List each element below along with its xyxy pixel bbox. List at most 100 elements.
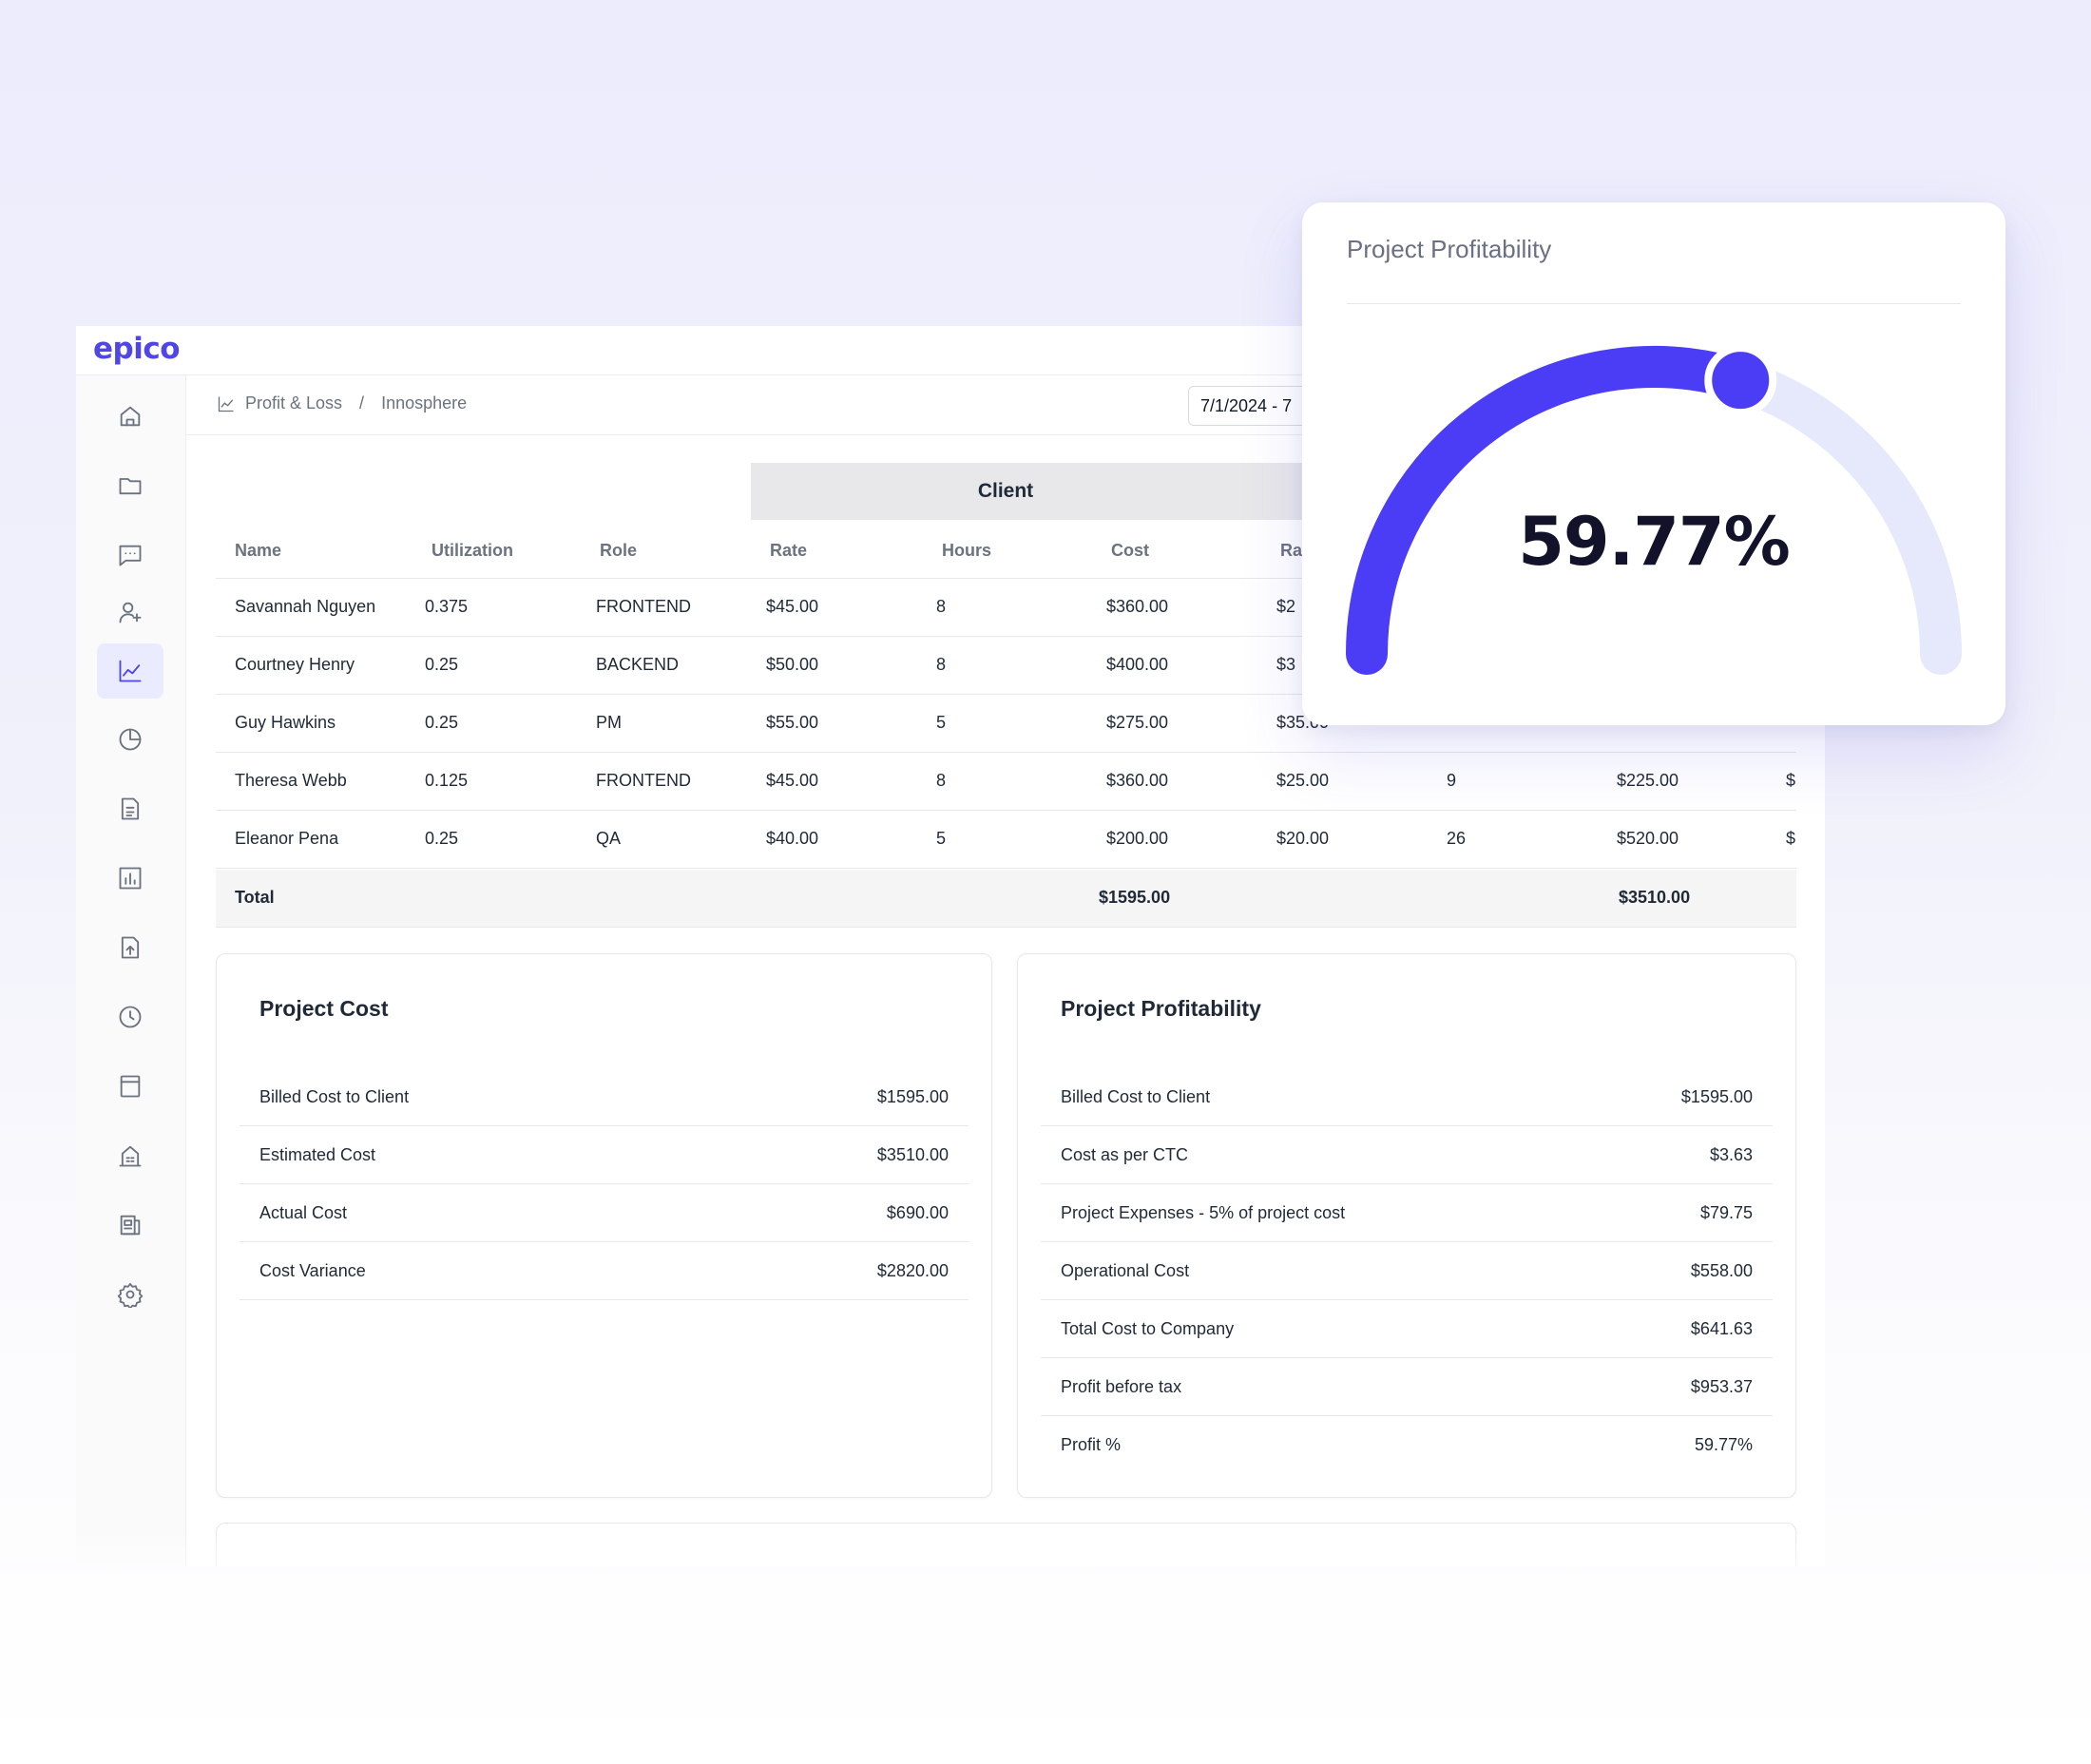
table-row[interactable]: Guy Hawkins 0.25 PM $55.00 5 $275.00 $35… bbox=[216, 695, 1796, 753]
breadcrumb: Profit & Loss / Innosphere bbox=[217, 393, 467, 413]
cell-role: PM bbox=[596, 713, 622, 732]
sidebar-item-profit-loss[interactable] bbox=[97, 643, 163, 699]
cell-extra: $ bbox=[1786, 771, 1796, 790]
list-item: Billed Cost to Client $1595.00 bbox=[240, 1068, 969, 1126]
table-row[interactable]: Courtney Henry 0.25 BACKEND $50.00 8 $40… bbox=[216, 637, 1796, 695]
app-logo[interactable]: epico bbox=[93, 332, 181, 366]
add-user-icon bbox=[119, 602, 142, 623]
cell-utilization: 0.125 bbox=[425, 771, 469, 790]
cell-rate: $50.00 bbox=[766, 655, 819, 674]
cell-hours: 8 bbox=[936, 771, 947, 790]
project-cost-title: Project Cost bbox=[259, 996, 389, 1021]
item-label: Cost as per CTC bbox=[1061, 1145, 1189, 1164]
list-item: Cost as per CTC $3.63 bbox=[1041, 1126, 1773, 1184]
column-header-name[interactable]: Name bbox=[235, 541, 282, 560]
pie-chart-icon bbox=[119, 728, 142, 751]
clock-icon bbox=[119, 1006, 142, 1028]
cell-extra: $ bbox=[1786, 829, 1796, 848]
item-value: $558.00 bbox=[1690, 1261, 1753, 1280]
building-icon bbox=[119, 1145, 142, 1167]
item-label: Profit % bbox=[1061, 1435, 1122, 1454]
breadcrumb-page: Innosphere bbox=[381, 393, 468, 412]
column-header-rate-2[interactable]: Ra bbox=[1280, 541, 1303, 560]
cell-cost-2: $225.00 bbox=[1617, 771, 1679, 790]
sidebar bbox=[76, 375, 186, 1566]
sidebar-item-reports[interactable] bbox=[97, 851, 163, 906]
cell-utilization: 0.25 bbox=[425, 713, 459, 732]
column-header-hours[interactable]: Hours bbox=[942, 541, 992, 560]
item-label: Operational Cost bbox=[1061, 1261, 1190, 1280]
bar-chart-icon bbox=[119, 867, 142, 890]
breadcrumb-section[interactable]: Profit & Loss bbox=[245, 393, 343, 412]
document-icon bbox=[121, 797, 140, 820]
item-value: $1595.00 bbox=[1680, 1087, 1753, 1106]
home-icon bbox=[120, 406, 141, 427]
column-header-rate[interactable]: Rate bbox=[770, 541, 808, 560]
profitability-gauge bbox=[1346, 344, 1962, 675]
column-header-role[interactable]: Role bbox=[600, 541, 638, 560]
item-label: Cost Variance bbox=[259, 1261, 366, 1280]
gauge-value: 59.77% bbox=[1518, 503, 1791, 581]
cell-name: Guy Hawkins bbox=[235, 713, 336, 732]
cell-cost: $275.00 bbox=[1106, 713, 1169, 732]
list-item: Billed Cost to Client $1595.00 bbox=[1041, 1068, 1773, 1126]
item-label: Total Cost to Company bbox=[1061, 1319, 1235, 1338]
cell-cost: $360.00 bbox=[1106, 771, 1169, 790]
sidebar-item-news[interactable] bbox=[97, 1198, 163, 1253]
cell-cost: $400.00 bbox=[1106, 655, 1169, 674]
item-label: Billed Cost to Client bbox=[259, 1087, 410, 1106]
sidebar-item-archive[interactable] bbox=[97, 1059, 163, 1114]
chat-icon bbox=[119, 545, 142, 566]
sidebar-item-timesheets[interactable] bbox=[97, 989, 163, 1045]
list-item: Cost Variance $2820.00 bbox=[240, 1242, 969, 1300]
cell-utilization: 0.375 bbox=[425, 597, 469, 616]
list-item: Profit before tax $953.37 bbox=[1041, 1358, 1773, 1416]
cell-hours: 8 bbox=[936, 655, 947, 674]
item-label: Project Expenses - 5% of project cost bbox=[1061, 1203, 1346, 1222]
cell-role: BACKEND bbox=[596, 655, 680, 674]
cell-cost: $360.00 bbox=[1106, 597, 1169, 616]
item-value: $1595.00 bbox=[876, 1087, 949, 1106]
sidebar-item-company[interactable] bbox=[97, 1128, 163, 1183]
item-value: $79.75 bbox=[1699, 1203, 1753, 1222]
cell-name: Savannah Nguyen bbox=[235, 597, 376, 616]
newspaper-icon bbox=[120, 1215, 141, 1236]
cell-rate-2: $25.00 bbox=[1276, 771, 1330, 790]
list-item: Total Cost to Company $641.63 bbox=[1041, 1300, 1773, 1358]
table-row[interactable]: Theresa Webb 0.125 FRONTEND $45.00 8 $36… bbox=[216, 753, 1796, 811]
main-content: Profit & Loss / Innosphere 7/1/2024 - 7 … bbox=[186, 375, 1825, 1566]
sidebar-item-analytics[interactable] bbox=[97, 712, 163, 767]
cell-name: Courtney Henry bbox=[235, 655, 355, 674]
sidebar-item-messages[interactable] bbox=[97, 527, 163, 583]
item-label: Actual Cost bbox=[259, 1203, 348, 1222]
folder-icon bbox=[119, 478, 142, 495]
item-value: 59.77% bbox=[1694, 1435, 1753, 1454]
list-item: Actual Cost $690.00 bbox=[240, 1184, 969, 1242]
item-value: $953.37 bbox=[1690, 1377, 1753, 1396]
item-label: Billed Cost to Client bbox=[1061, 1087, 1211, 1106]
cell-rate: $55.00 bbox=[766, 713, 819, 732]
cell-rate-2: $2 bbox=[1276, 597, 1296, 616]
archive-icon bbox=[120, 1075, 141, 1098]
sidebar-item-add-user[interactable] bbox=[97, 585, 163, 640]
table-row[interactable]: Eleanor Pena 0.25 QA $40.00 5 $200.00 $2… bbox=[216, 811, 1796, 869]
item-value: $690.00 bbox=[886, 1203, 949, 1222]
column-header-cost[interactable]: Cost bbox=[1111, 541, 1149, 560]
sidebar-item-settings[interactable] bbox=[97, 1267, 163, 1322]
cell-role: FRONTEND bbox=[596, 771, 691, 790]
item-label: Estimated Cost bbox=[259, 1145, 376, 1164]
table-row[interactable]: Savannah Nguyen 0.375 FRONTEND $45.00 8 … bbox=[216, 579, 1796, 637]
cell-hours: 8 bbox=[936, 597, 947, 616]
sidebar-item-documents[interactable] bbox=[97, 781, 163, 836]
cell-hours: 5 bbox=[936, 713, 947, 732]
list-item: Project Expenses - 5% of project cost $7… bbox=[1041, 1184, 1773, 1242]
cell-role: FRONTEND bbox=[596, 597, 691, 616]
sidebar-item-home[interactable] bbox=[97, 389, 163, 444]
additional-section-card bbox=[216, 1523, 1796, 1566]
column-header-utilization[interactable]: Utilization bbox=[432, 541, 513, 560]
file-upload-icon bbox=[121, 936, 140, 959]
sidebar-item-uploads[interactable] bbox=[97, 920, 163, 975]
cell-rate-2: $20.00 bbox=[1276, 829, 1330, 848]
gauge-knob[interactable] bbox=[1704, 344, 1777, 417]
sidebar-item-projects[interactable] bbox=[97, 458, 163, 513]
